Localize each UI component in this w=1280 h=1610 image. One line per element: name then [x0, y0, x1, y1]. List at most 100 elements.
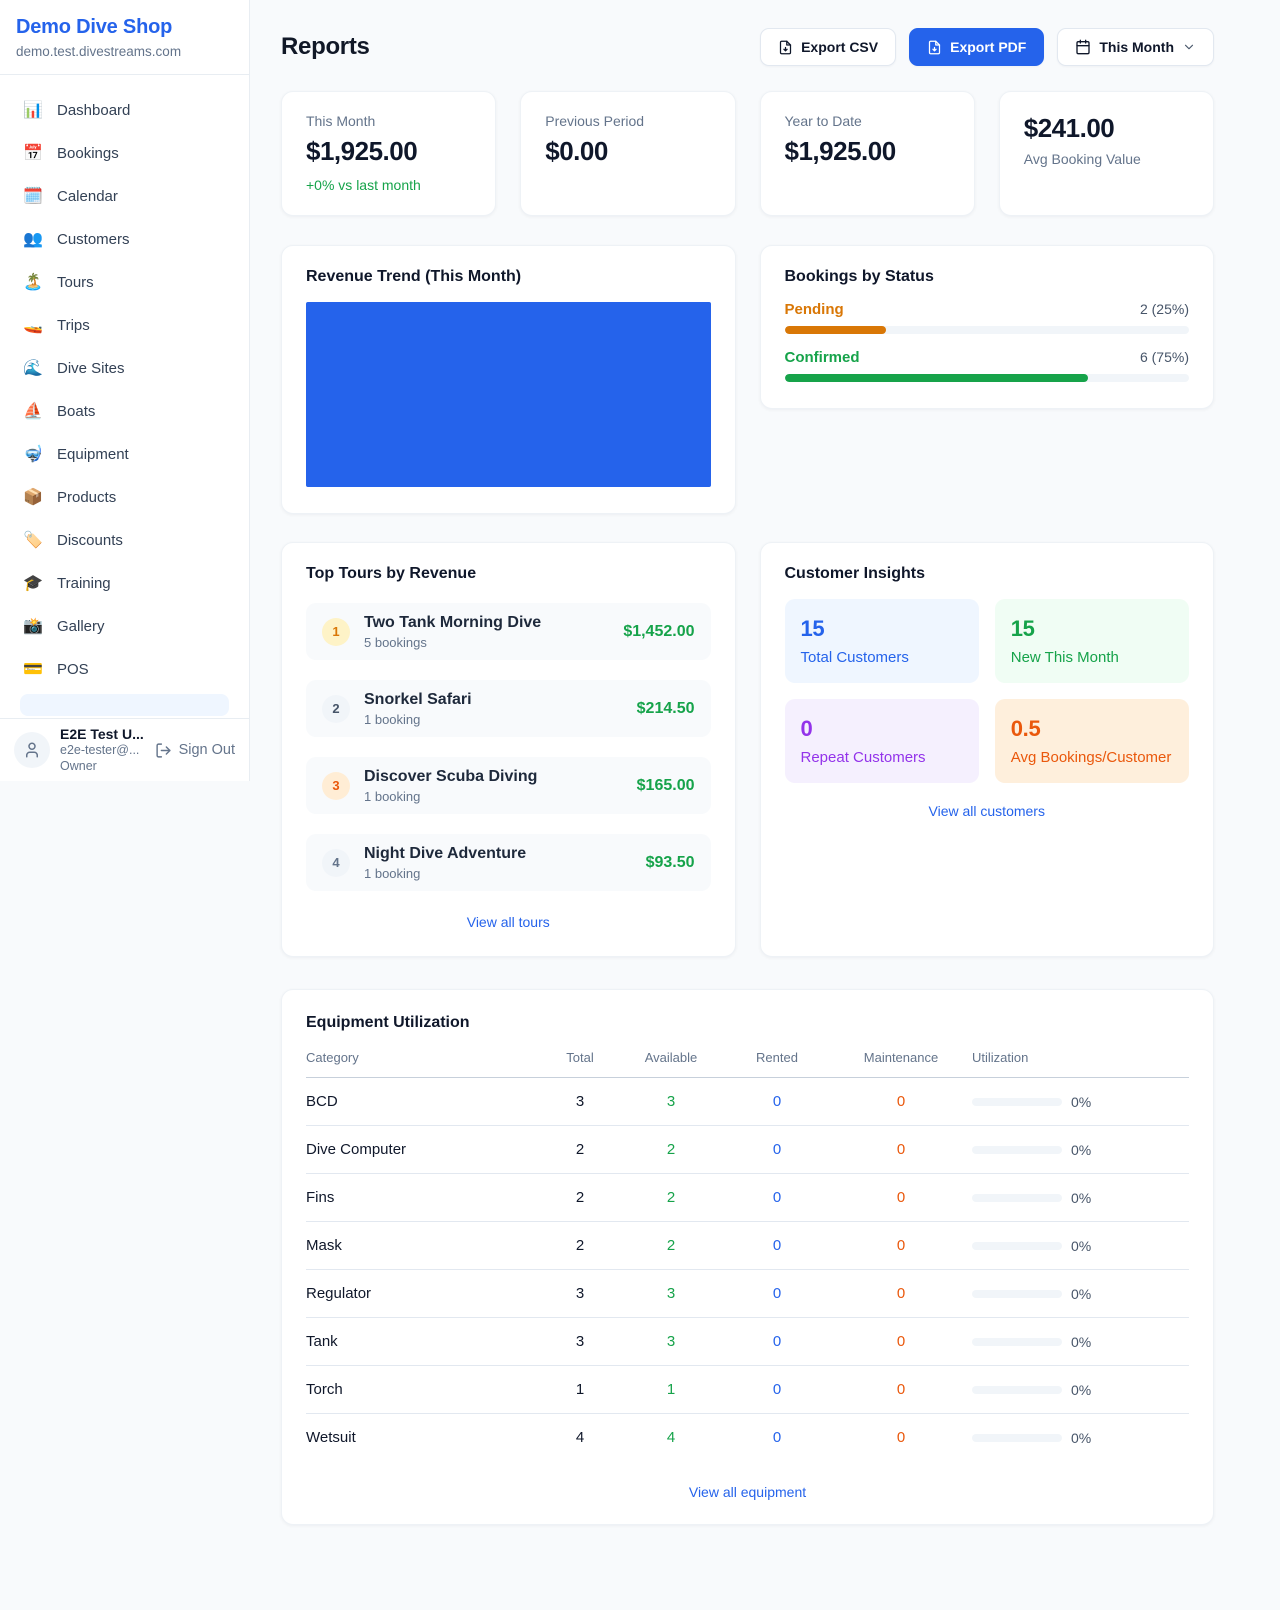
bookings-by-status-card: Bookings by Status Pending 2 (25%) Confi…	[759, 245, 1214, 409]
view-all-customers-link[interactable]: View all customers	[928, 803, 1045, 819]
sidebar-item-pos[interactable]: 💳 POS	[10, 651, 239, 687]
status-label: Pending	[784, 301, 844, 318]
utilization-cell: 0%	[972, 1334, 1189, 1350]
sidebar-item-products[interactable]: 📦 Products	[10, 479, 239, 515]
sidebar-item-equipment[interactable]: 🤿 Equipment	[10, 436, 239, 472]
sidebar-item-label: Customers	[57, 230, 130, 248]
cell-total: 3	[542, 1077, 618, 1126]
cell-category: Regulator	[306, 1269, 542, 1318]
cell-total: 4	[575, 1429, 585, 1446]
tour-name: Two Tank Morning Dive	[364, 613, 542, 631]
table-row: Wetsuit 4 4 0 0 0%	[306, 1414, 1189, 1462]
cell-available: 4	[666, 1429, 676, 1446]
stat-label: Year to Date	[784, 113, 862, 129]
view-all-tours-link[interactable]: View all tours	[466, 914, 550, 930]
cell-total: 2	[542, 1173, 618, 1222]
cell-available: 3	[618, 1317, 724, 1366]
sidebar-item-label: Training	[57, 574, 111, 592]
rank-badge: 1	[322, 617, 350, 646]
tile-total-customers: 15 Total Customers	[784, 599, 979, 683]
brand-name: Demo Dive Shop	[16, 16, 173, 38]
utilization-bar	[972, 1385, 1062, 1394]
cell-maintenance: 0	[830, 1269, 972, 1318]
export-csv-button[interactable]: Export CSV	[760, 28, 897, 66]
tag-icon: 🏷️	[23, 532, 43, 549]
export-pdf-button[interactable]: Export PDF	[909, 28, 1045, 66]
utilization-cell: 0%	[972, 1286, 1189, 1302]
utilization-percent: 0%	[1071, 1429, 1092, 1446]
header-actions: Export CSV Export PDF This Month	[760, 28, 1214, 66]
utilization-percent: 0%	[1071, 1333, 1092, 1350]
sidebar-item-tours[interactable]: 🏝️ Tours	[10, 264, 239, 300]
period-dropdown[interactable]: This Month	[1057, 28, 1214, 66]
tile-new-this-month: 15 New This Month	[994, 599, 1189, 683]
bookings-calendar-icon: 📅	[23, 145, 43, 162]
tour-bookings: 1 booking	[364, 865, 421, 881]
sidebar-item-customers[interactable]: 👥 Customers	[10, 221, 239, 257]
sidebar-item-label: Dive Sites	[57, 359, 125, 377]
view-all-equipment-link[interactable]: View all equipment	[688, 1484, 807, 1500]
rank-badge: 2	[322, 694, 350, 723]
sidebar-item-label: Equipment	[57, 445, 129, 463]
tour-bookings: 1 booking	[364, 788, 421, 804]
sidebar-item-bookings[interactable]: 📅 Bookings	[10, 135, 239, 171]
insights-row: Top Tours by Revenue 1 Two Tank Morning …	[281, 542, 1214, 957]
page-header: Reports Export CSV Export PDF This Month	[281, 28, 1214, 66]
utilization-bar	[972, 1193, 1062, 1202]
tour-row: 2 Snorkel Safari 1 booking $214.50	[306, 680, 711, 737]
rank-badge: 4	[322, 848, 350, 877]
sidebar-item-label: Products	[57, 488, 117, 506]
sidebar-nav: 📊 Dashboard 📅 Bookings 🗓️ Calendar 👥 Cus…	[0, 75, 249, 716]
stat-change-note: +0% vs last month	[306, 177, 421, 193]
col-maintenance: Maintenance	[830, 1050, 972, 1078]
sidebar-item-dashboard[interactable]: 📊 Dashboard	[10, 92, 239, 128]
cell-total: 2	[542, 1221, 618, 1270]
file-download-icon	[779, 40, 792, 54]
stat-value: $1,925.00	[306, 136, 418, 166]
status-count: 2 (25%)	[1139, 301, 1189, 317]
stat-value: $241.00	[1023, 113, 1115, 143]
utilization-percent: 0%	[1071, 1285, 1092, 1302]
dive-mask-icon: 🤿	[23, 446, 43, 463]
tour-name: Snorkel Safari	[364, 690, 472, 708]
utilization-bar	[972, 1145, 1062, 1154]
cell-maintenance: 0	[830, 1077, 972, 1126]
sign-out-button[interactable]: Sign Out	[155, 742, 235, 759]
speedboat-icon: 🚤	[23, 317, 43, 334]
logout-icon	[155, 742, 171, 758]
table-header-row: Category Total Available Rented Maintena…	[306, 1050, 1189, 1078]
sidebar-item-training[interactable]: 🎓 Training	[10, 565, 239, 601]
sidebar-item-boats[interactable]: ⛵ Boats	[10, 393, 239, 429]
status-row-pending: Pending 2 (25%)	[784, 301, 1189, 334]
tile-value: 0.5	[1010, 716, 1041, 741]
cell-rented: 0	[724, 1269, 830, 1318]
sidebar-item-trips[interactable]: 🚤 Trips	[10, 307, 239, 343]
top-tours-card: Top Tours by Revenue 1 Two Tank Morning …	[281, 542, 736, 957]
user-name: E2E Test U...	[60, 725, 144, 742]
utilization-cell: 0%	[972, 1382, 1189, 1398]
file-download-icon	[928, 40, 941, 54]
tile-avg-bookings-per-customer: 0.5 Avg Bookings/Customer	[994, 699, 1189, 783]
camera-icon: 📸	[23, 618, 43, 635]
tour-row: 4 Night Dive Adventure 1 booking $93.50	[306, 834, 711, 891]
utilization-cell: 0%	[972, 1238, 1189, 1254]
sidebar-item-dive-sites[interactable]: 🌊 Dive Sites	[10, 350, 239, 386]
tour-revenue: $1,452.00	[623, 622, 695, 640]
card-title: Equipment Utilization	[306, 1014, 470, 1031]
sidebar-item-label: Boats	[57, 402, 96, 420]
utilization-percent: 0%	[1071, 1093, 1092, 1110]
sidebar-item-gallery[interactable]: 📸 Gallery	[10, 608, 239, 644]
cell-total: 2	[542, 1125, 618, 1174]
utilization-cell: 0%	[972, 1430, 1189, 1446]
sidebar-item-discounts[interactable]: 🏷️ Discounts	[10, 522, 239, 558]
stat-card-year-to-date: Year to Date $1,925.00	[759, 91, 975, 216]
sidebar-item-reports-active-partial[interactable]	[20, 694, 229, 716]
sidebar-item-label: Gallery	[57, 617, 105, 635]
stat-card-this-month: This Month $1,925.00 +0% vs last month	[281, 91, 497, 216]
utilization-percent: 0%	[1071, 1237, 1092, 1254]
table-row: Fins 2 2 0 0 0%	[306, 1173, 1189, 1222]
cell-category: Tank	[306, 1317, 542, 1366]
customer-insights-card: Customer Insights 15 Total Customers 15 …	[759, 542, 1214, 957]
sidebar-item-calendar[interactable]: 🗓️ Calendar	[10, 178, 239, 214]
credit-card-icon: 💳	[23, 661, 43, 678]
